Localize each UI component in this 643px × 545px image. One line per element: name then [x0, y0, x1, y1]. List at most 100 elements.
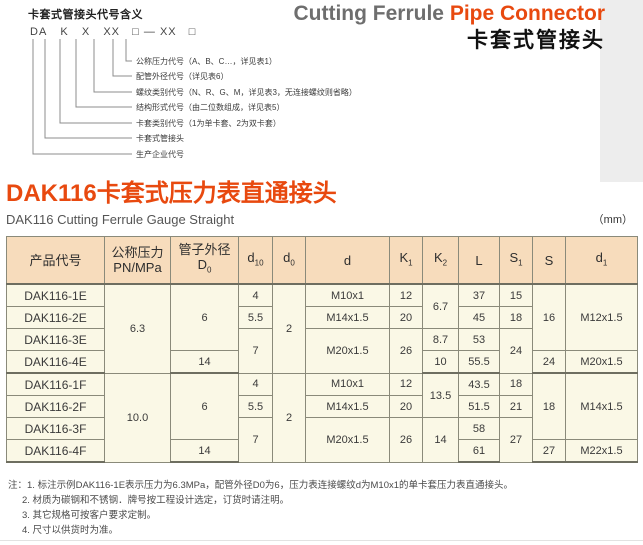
legend-label-7: 生产企业代号 [136, 150, 184, 159]
col-header-d10: d10 [238, 236, 273, 285]
code-part-k: K [60, 26, 69, 38]
col-header-tube-outer-diameter: 管子外径 D0 [170, 236, 239, 285]
col-header-s1: S1 [499, 236, 533, 285]
cell-product-code: DAK116-1E [6, 283, 105, 307]
cell-d1: M14x1.5 [565, 372, 638, 440]
cell-k1: 20 [389, 395, 423, 418]
col-header-l: L [458, 236, 500, 285]
footnotes: 注：1. 标注示例DAK116-1E表示压力为6.3MPa，配管外径D0为6，压… [8, 478, 638, 538]
cell-product-code: DAK116-4E [6, 350, 105, 374]
cell-product-code: DAK116-4F [6, 439, 105, 463]
table-row: DAK116-2F 5.5 M14x1.5 20 51.5 21 [6, 395, 638, 418]
code-part-xx2: XX [159, 26, 177, 38]
cell-d10: 4 [238, 372, 273, 396]
code-part-da: DA [30, 26, 48, 38]
cell-nominal-pressure: 10.0 [104, 372, 171, 463]
footnote-item: 4. 尺寸以供货时为准。 [8, 523, 638, 538]
cell-l: 58 [458, 417, 500, 440]
table-row: DAK116-1F 10.0 6 4 2 M10x1 12 13.5 43.5 … [6, 372, 638, 463]
cell-d10: 5.5 [238, 395, 273, 418]
footnote-text-1: 1. 标注示例DAK116-1E表示压力为6.3MPa，配管外径D0为6，压力表… [27, 480, 514, 491]
legend-title: 卡套式管接头代号含义 [28, 9, 143, 21]
cell-d1: M12x1.5 [565, 283, 638, 351]
legend-code-row: DA K X XX □ — XX □ [30, 26, 196, 38]
cell-d1: M22x1.5 [565, 439, 638, 463]
cell-s: 24 [532, 350, 566, 374]
legend-label-3: 螺纹类别代号（N、R、G、M，详见表3，无连接螺纹则省略） [136, 88, 357, 97]
cell-product-code: DAK116-2E [6, 306, 105, 329]
cell-k1: 20 [389, 306, 423, 329]
cell-k2: 13.5 [422, 372, 459, 418]
cell-s1: 21 [499, 395, 533, 418]
legend-label-2: 配管外径代号（详见表6） [136, 72, 229, 81]
code-legend-diagram: 卡套式管接头代号含义 DA K X XX □ — XX □ 公称压力代号（A、B… [8, 6, 408, 166]
cell-s1: 15 [499, 283, 533, 307]
legend-label-6: 卡套式管接头 [136, 134, 184, 143]
table-row: DAK116-3F 7 M20x1.5 26 14 58 27 [6, 417, 638, 463]
cell-d: M14x1.5 [305, 395, 390, 418]
footnote-item: 注：1. 标注示例DAK116-1E表示压力为6.3MPa，配管外径D0为6，压… [8, 478, 638, 493]
code-part-box1: □ [132, 26, 140, 38]
cell-product-code: DAK116-2F [6, 395, 105, 418]
cell-s1: 27 [499, 417, 533, 463]
cell-l: 61 [458, 439, 500, 463]
header-title-english: Cutting Ferrule Pipe Connector [215, 2, 605, 26]
legend-label-4: 结构形式代号（由二位数组成，详见表5） [136, 103, 285, 112]
footnote-item: 3. 其它规格可按客户要求定制。 [8, 508, 638, 523]
top-right-gray-panel [600, 0, 643, 182]
cell-l: 51.5 [458, 395, 500, 418]
col-header-s: S [532, 236, 566, 285]
footnote-text-3: 3. 其它规格可按客户要求定制。 [22, 510, 157, 521]
cell-l: 53 [458, 328, 500, 351]
page-header: Cutting Ferrule Pipe Connector 卡套式管接头 [215, 2, 605, 54]
cell-d: M10x1 [305, 372, 390, 396]
cell-product-code: DAK116-3F [6, 417, 105, 440]
cell-d0: 2 [272, 372, 306, 463]
cell-d10: 4 [238, 283, 273, 307]
code-part-xx1: XX [103, 26, 121, 38]
cell-d1: M20x1.5 [565, 350, 638, 374]
cell-tube-outer-diameter: 6 [170, 372, 239, 440]
footnote-text-4: 4. 尺寸以供货时为准。 [22, 525, 119, 536]
table-row: DAK116-4E 14 10 55.5 24 M20x1.5 [6, 350, 638, 374]
table-row: DAK116-1E 6.3 6 4 2 M10x1 12 6.7 37 15 1… [6, 283, 638, 374]
header-title-en-orange: Pipe Connector [449, 2, 605, 25]
section-title-english: DAK116 Cutting Ferrule Gauge Straight [6, 212, 235, 227]
cell-nominal-pressure: 6.3 [104, 283, 171, 374]
cell-s: 27 [532, 439, 566, 463]
col-header-d0: d0 [272, 236, 306, 285]
cell-l: 55.5 [458, 350, 500, 374]
legend-leader-lines [32, 39, 132, 155]
cell-d10: 7 [238, 417, 273, 463]
table-row: DAK116-3E 7 M20x1.5 26 8.7 53 24 [6, 328, 638, 374]
cell-tube-outer-diameter: 6 [170, 283, 239, 351]
cell-d10: 7 [238, 328, 273, 374]
cell-k1: 26 [389, 328, 423, 374]
section-title-chinese: DAK116卡套式压力表直通接头 [6, 180, 337, 207]
col-header-k1: K1 [389, 236, 423, 285]
cell-d10: 5.5 [238, 306, 273, 329]
cell-k2: 8.7 [422, 328, 459, 351]
bottom-divider [0, 540, 643, 541]
legend-label-1: 公称压力代号（A、B、C…，详见表1） [136, 57, 277, 66]
cell-d0: 2 [272, 283, 306, 374]
cell-k2: 6.7 [422, 283, 459, 329]
cell-d: M20x1.5 [305, 328, 390, 374]
section-unit-label: （mm） [592, 214, 633, 226]
cell-s1: 18 [499, 372, 533, 396]
specification-table: 产品代号 公称压力 PN/MPa 管子外径 D0 d10 d0 d K1 K2 … [6, 236, 638, 463]
cell-l: 37 [458, 283, 500, 307]
cell-tube-outer-diameter: 14 [170, 350, 239, 374]
cell-product-code: DAK116-3E [6, 328, 105, 351]
cell-k2: 10 [422, 350, 459, 374]
legend-label-5: 卡套类别代号（1为单卡套、2为双卡套） [136, 119, 281, 128]
cell-s1: 24 [499, 328, 533, 374]
cell-k1: 12 [389, 283, 423, 307]
section-heading: DAK116卡套式压力表直通接头 DAK116 Cutting Ferrule … [6, 180, 637, 227]
footnote-text-2: 2. 材质为碳钢和不锈钢．牌号按工程设计选定，订货时请注明。 [22, 495, 290, 506]
col-header-nominal-pressure: 公称压力 PN/MPa [104, 236, 171, 285]
code-part-x: X [81, 26, 91, 38]
col-header-d: d [305, 236, 390, 285]
code-part-dash: — [143, 26, 156, 38]
table-row: DAK116-4F 14 61 27 M22x1.5 [6, 439, 638, 463]
